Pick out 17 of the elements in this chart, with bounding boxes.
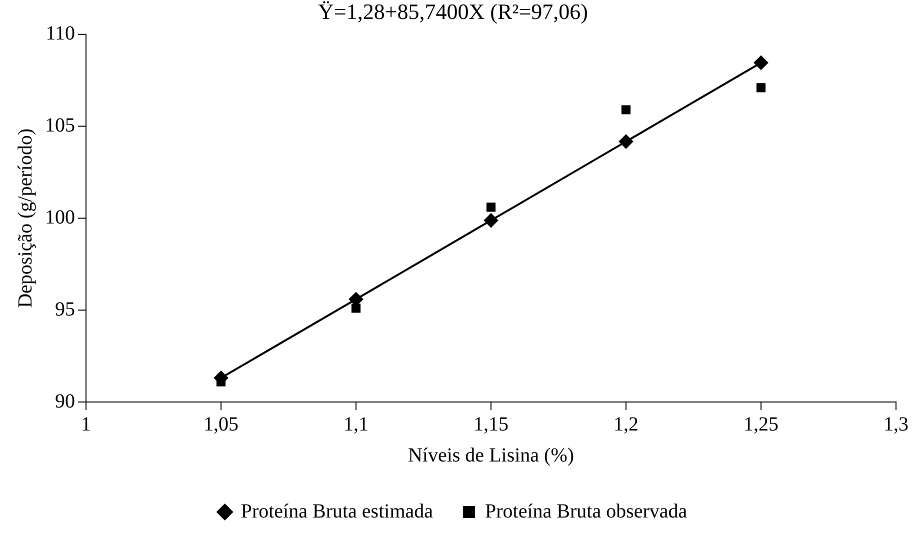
x-tick-label: 1,15 [474, 413, 508, 436]
x-tick-label: 1,2 [614, 413, 638, 436]
y-tick-label: 110 [46, 22, 75, 45]
x-tick-label: 1,1 [344, 413, 368, 436]
x-tick-label: 1,25 [744, 413, 778, 436]
legend-label: Proteína Bruta estimada [240, 500, 434, 522]
x-tick-label: 1,3 [884, 413, 908, 436]
x-tick-label: 1,05 [204, 413, 238, 436]
x-axis-title: Níveis de Lisina (%) [408, 444, 574, 466]
y-tick-label: 90 [55, 390, 75, 412]
y-tick-label: 100 [45, 206, 75, 228]
y-tick-label: 95 [55, 298, 75, 320]
x-tick-label: 1 [81, 413, 91, 436]
legend-label: Proteína Bruta observada [485, 500, 688, 522]
y-axis-title: Deposição (g/período) [14, 128, 36, 308]
y-tick-label: 105 [45, 114, 75, 137]
chart-title: Ÿ=1,28+85,7400X (R²=97,06) [318, 0, 588, 24]
